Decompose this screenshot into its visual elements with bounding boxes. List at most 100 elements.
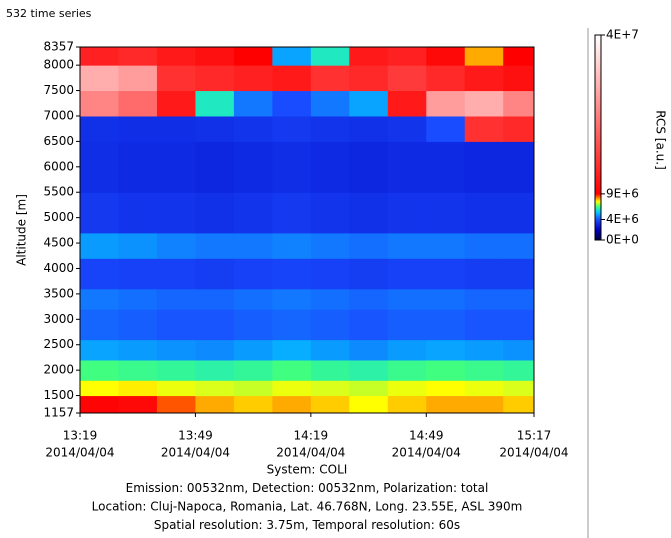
heatmap-cell <box>233 192 273 234</box>
heatmap-cell <box>80 288 119 310</box>
heatmap-cell <box>272 90 312 117</box>
heatmap-cell <box>156 258 196 290</box>
heatmap-cell <box>80 339 119 361</box>
heatmap-cell <box>503 258 535 290</box>
heatmap-cell <box>349 339 389 361</box>
heatmap-cell <box>272 359 312 381</box>
heatmap-cell <box>426 141 466 193</box>
heatmap-cell <box>156 359 196 381</box>
heatmap-cell <box>387 359 427 381</box>
heatmap-cell <box>80 380 119 397</box>
heatmap-cell <box>156 288 196 310</box>
heatmap-cell <box>195 359 235 381</box>
x-tick-date: 2014/04/04 <box>161 446 230 460</box>
y-tick-label: 1157 <box>43 406 74 420</box>
y-axis-label: Altitude [m] <box>15 194 29 266</box>
heatmap-cell <box>156 232 196 259</box>
heatmap-cell <box>349 90 389 117</box>
heatmap-cell <box>349 115 389 142</box>
heatmap-cell <box>464 395 504 414</box>
heatmap-cell <box>349 288 389 310</box>
heatmap-cell <box>118 115 158 142</box>
heatmap-cell <box>233 309 273 341</box>
footer-text: System: COLI <box>267 463 348 477</box>
y-tick-label: 7500 <box>43 83 74 97</box>
heatmap-cell <box>233 141 273 193</box>
heatmap-cell <box>503 232 535 259</box>
y-tick-label: 3500 <box>43 286 74 300</box>
heatmap-cell <box>195 380 235 397</box>
heatmap-cell <box>80 395 119 414</box>
heatmap-cell <box>80 309 119 341</box>
heatmap-cell <box>426 359 466 381</box>
heatmap-cell <box>503 90 535 117</box>
footer-text: Spatial resolution: 3.75m, Temporal reso… <box>154 518 460 532</box>
y-tick-label: 5500 <box>43 185 74 199</box>
x-tick-date: 2014/04/04 <box>392 446 461 460</box>
heatmap-cell <box>195 192 235 234</box>
x-tick-label: 15:17 <box>517 429 552 443</box>
heatmap-cell <box>426 288 466 310</box>
y-tick-label: 2500 <box>43 337 74 351</box>
heatmap-cell <box>426 232 466 259</box>
heatmap-cell <box>195 339 235 361</box>
heatmap-cell <box>195 65 235 92</box>
heatmap-cell <box>156 339 196 361</box>
heatmap-cell <box>310 309 350 341</box>
heatmap-cell <box>387 232 427 259</box>
heatmap-cell <box>272 339 312 361</box>
heatmap-cell <box>118 380 158 397</box>
heatmap-cell <box>349 232 389 259</box>
heatmap-cell <box>233 232 273 259</box>
heatmap-cell <box>310 359 350 381</box>
heatmap-cell <box>387 380 427 397</box>
heatmap-cell <box>387 288 427 310</box>
heatmap-cell <box>310 115 350 142</box>
heatmap-cell <box>156 309 196 341</box>
heatmap-cell <box>464 258 504 290</box>
heatmap-cell <box>349 359 389 381</box>
y-tick-label: 7000 <box>43 108 74 122</box>
heatmap-cell <box>80 47 119 66</box>
heatmap-cell <box>426 339 466 361</box>
heatmap-cell <box>464 192 504 234</box>
heatmap-cell <box>387 339 427 361</box>
heatmap-cell <box>118 359 158 381</box>
colorbar-tick-label: 4E+6 <box>606 212 639 226</box>
heatmap-cell <box>426 309 466 341</box>
heatmap-cell <box>464 65 504 92</box>
heatmap-cell <box>387 395 427 414</box>
heatmap-cell <box>310 47 350 66</box>
heatmap-cell <box>156 395 196 414</box>
heatmap-cell <box>195 90 235 117</box>
heatmap-cell <box>464 380 504 397</box>
heatmap-cell <box>310 380 350 397</box>
heatmap-cell <box>349 192 389 234</box>
plot-frame <box>79 46 535 414</box>
heatmap-cell <box>80 359 119 381</box>
heatmap-cell <box>503 115 535 142</box>
heatmap-cell <box>233 90 273 117</box>
heatmap-cell <box>80 115 119 142</box>
heatmap-cell <box>156 90 196 117</box>
heatmap-cell <box>464 359 504 381</box>
heatmap-cell <box>233 395 273 414</box>
heatmap-cell <box>272 141 312 193</box>
y-tick-label: 4500 <box>43 236 74 250</box>
heatmap-cell <box>272 192 312 234</box>
heatmap-cell <box>118 258 158 290</box>
x-tick-label: 13:49 <box>178 429 213 443</box>
heatmap-cell <box>80 192 119 234</box>
heatmap-cell <box>310 192 350 234</box>
heatmap-cell <box>118 141 158 193</box>
colorbar <box>594 34 602 241</box>
heatmap-cell <box>503 380 535 397</box>
heatmap-cell <box>272 65 312 92</box>
heatmap-cell <box>195 395 235 414</box>
heatmap-cell <box>272 395 312 414</box>
heatmap-cell <box>80 232 119 259</box>
heatmap-cell <box>195 258 235 290</box>
heatmap-cell <box>310 90 350 117</box>
heatmap-cell <box>426 258 466 290</box>
